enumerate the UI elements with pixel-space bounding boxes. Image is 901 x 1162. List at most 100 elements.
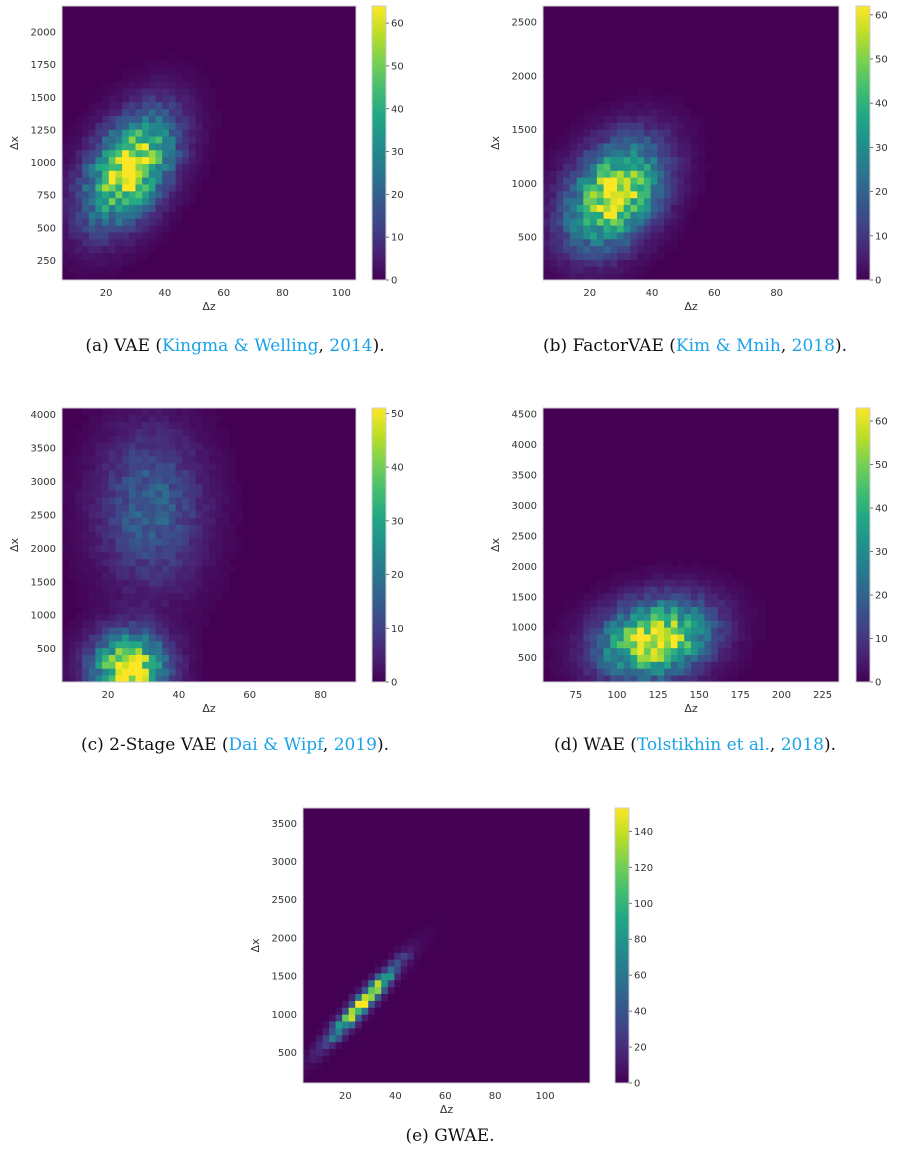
heatmap-cell: [182, 510, 190, 518]
heatmap-cell: [704, 647, 712, 655]
heatmap-cell: [195, 613, 203, 621]
cite-year-d[interactable]: 2018: [780, 735, 824, 755]
heatmap-cell: [122, 184, 130, 192]
heatmap-cell: [175, 497, 183, 505]
heatmap-cell: [643, 668, 652, 676]
heatmap-cell: [549, 627, 557, 635]
heatmap-cell: [590, 129, 598, 137]
heatmap-cell: [62, 661, 70, 669]
heatmap-cell: [88, 129, 96, 137]
heatmap-cell: [543, 640, 551, 649]
heatmap-cell: [677, 156, 685, 164]
cite-year-b[interactable]: 2018: [791, 336, 835, 356]
heatmap-cell: [717, 599, 726, 608]
heatmap-cell: [670, 592, 678, 601]
heatmap-cell: [209, 149, 217, 158]
heatmap-cell: [677, 579, 685, 587]
y-axis-label: Δx: [8, 135, 21, 150]
heatmap-cell: [88, 211, 96, 219]
heatmap-cell: [95, 579, 103, 587]
heatmap-cell: [576, 661, 584, 669]
heatmap-cell: [108, 101, 116, 110]
heatmap-cell: [569, 156, 578, 164]
heatmap-cell: [630, 95, 638, 103]
heatmap-cell: [368, 966, 376, 974]
heatmap-cell: [603, 245, 611, 253]
heatmap-cell: [322, 1021, 330, 1029]
heatmap-cell: [115, 143, 123, 151]
heatmap-cell: [162, 675, 170, 683]
heatmap-cell: [549, 661, 557, 669]
heatmap-cell: [650, 606, 658, 614]
heatmap-cell: [68, 654, 76, 662]
cite-name-b[interactable]: Kim & Mnih: [675, 336, 781, 356]
heatmap-cell: [175, 129, 183, 137]
cite-name-c[interactable]: Dai & Wipf: [228, 735, 323, 755]
heatmap-cell: [576, 245, 584, 253]
heatmap-cell: [342, 1007, 350, 1015]
heatmap-cell: [583, 675, 591, 683]
heatmap-cell: [148, 531, 156, 539]
heatmap-cell: [643, 620, 652, 628]
heatmap-cell: [697, 620, 705, 628]
heatmap-cell: [637, 238, 645, 247]
heatmap-cell: [711, 627, 719, 635]
cite-name-d[interactable]: Tolstikhin et al.: [636, 735, 770, 755]
heatmap-cell: [650, 592, 658, 601]
heatmap-cell: [128, 238, 136, 247]
heatmap-cell: [348, 1014, 356, 1022]
heatmap-cell: [188, 551, 197, 560]
heatmap-cell: [569, 599, 578, 608]
heatmap-cell: [433, 918, 441, 926]
heatmap-cell: [95, 592, 103, 601]
heatmap-cell: [128, 156, 136, 164]
heatmap-cell: [630, 170, 638, 178]
heatmap-cell: [95, 122, 103, 130]
heatmap-cell: [195, 435, 203, 443]
heatmap-cell: [75, 455, 83, 464]
heatmap-cell: [617, 579, 625, 587]
heatmap-cell: [664, 101, 672, 110]
heatmap-cell: [188, 156, 197, 164]
heatmap-cell: [108, 517, 116, 525]
heatmap-cell: [610, 252, 618, 260]
heatmap-cell: [128, 88, 136, 96]
heatmap-cell: [596, 640, 604, 649]
heatmap-cell: [128, 586, 136, 594]
heatmap-cell: [168, 184, 176, 192]
heatmap-cell: [650, 143, 658, 151]
heatmap-cell: [162, 143, 170, 151]
heatmap-cell: [610, 122, 618, 130]
heatmap-cell: [155, 592, 163, 601]
cite-year-a[interactable]: 2014: [329, 336, 373, 356]
heatmap-cell: [122, 620, 130, 628]
heatmap-cell: [677, 572, 685, 580]
heatmap-cell: [195, 661, 203, 669]
heatmap-cell: [68, 252, 76, 260]
heatmap-cell: [75, 579, 83, 587]
heatmap-cell: [657, 156, 665, 164]
heatmap-cell: [175, 510, 183, 518]
heatmap-cell: [202, 579, 210, 587]
cite-year-c[interactable]: 2019: [333, 735, 377, 755]
heatmap-cell: [630, 572, 638, 580]
heatmap-cell: [387, 973, 395, 981]
heatmap-cell: [108, 108, 116, 116]
heatmap-cell: [115, 483, 123, 491]
heatmap-cell: [68, 531, 76, 539]
heatmap-cell: [168, 668, 176, 676]
heatmap-cell: [175, 177, 183, 185]
heatmap-cell: [142, 190, 150, 199]
colorbar-tick-label: 30: [875, 143, 888, 154]
heatmap-cell: [195, 483, 203, 491]
heatmap-cell: [148, 408, 156, 416]
heatmap-cell: [175, 524, 183, 532]
heatmap-cell: [583, 177, 591, 185]
heatmap-cell: [617, 647, 625, 655]
heatmap-cell: [610, 245, 618, 253]
cite-name-a[interactable]: Kingma & Welling: [162, 336, 319, 356]
colorbar: [371, 407, 387, 683]
heatmap-cell: [643, 225, 652, 233]
caption-e: (e) GWAE.: [240, 1126, 660, 1146]
heatmap-cell: [155, 654, 163, 662]
